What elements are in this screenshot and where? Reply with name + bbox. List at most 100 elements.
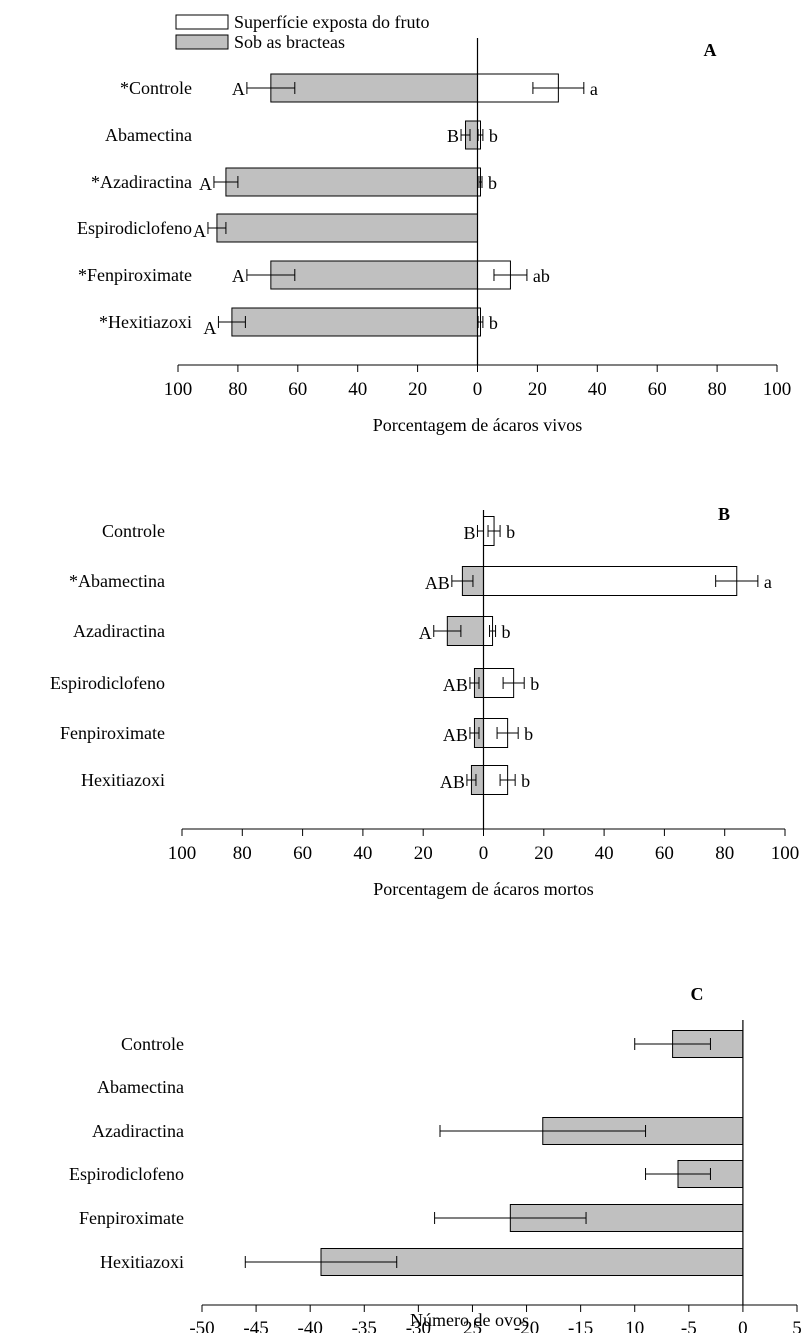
bar-under-bracts — [270, 260, 478, 290]
error-bar-under-bracts — [434, 1212, 587, 1224]
error-bar-fruit-surface — [532, 82, 585, 94]
significance-letter-fruit-surface: b — [530, 674, 539, 694]
legend-swatch-fruit-surface — [175, 14, 229, 30]
significance-letter-fruit-surface: b — [521, 771, 530, 791]
error-bar-fruit-surface — [493, 269, 528, 281]
significance-letter-fruit-surface: b — [524, 724, 533, 744]
category-label: *Azadiractina — [91, 172, 192, 192]
category-label: Controle — [102, 521, 165, 541]
significance-letter-fruit-surface: b — [488, 173, 497, 193]
error-bar-under-bracts — [466, 774, 477, 786]
x-tick-label: 5 — [792, 1318, 802, 1333]
category-label: *Abamectina — [69, 571, 165, 591]
error-bar-fruit-surface — [715, 575, 759, 587]
x-axis-title: Porcentagem de ácaros vivos — [373, 415, 582, 435]
significance-letter-fruit-surface: b — [489, 313, 498, 333]
panel-letter-b: B — [718, 504, 730, 524]
category-label: Azadiractina — [73, 621, 165, 641]
significance-letter-fruit-surface: b — [489, 126, 498, 146]
bar-under-bracts — [216, 213, 478, 243]
x-axis-title: Número de ovos — [410, 1310, 529, 1330]
error-bar-fruit-surface — [496, 727, 519, 739]
error-bar-under-bracts — [645, 1168, 711, 1180]
x-tick-label: 100 — [763, 379, 792, 400]
significance-letter-under-bracts: A — [232, 266, 245, 286]
error-bar-fruit-surface — [499, 774, 516, 786]
error-bar-under-bracts — [213, 176, 239, 188]
x-tick-label: 80 — [708, 379, 727, 400]
x-tick-label: 40 — [595, 843, 614, 864]
category-label: Abamectina — [105, 125, 192, 145]
error-bar-fruit-surface — [478, 176, 483, 188]
significance-letter-under-bracts: AB — [440, 772, 465, 792]
significance-letter-under-bracts: A — [199, 174, 212, 194]
x-tick-label: 20 — [408, 379, 427, 400]
x-tick-label: -35 — [352, 1318, 377, 1333]
error-bar-under-bracts — [460, 129, 471, 141]
panel-c: C Controle Abamectina Azadiractina Espirodic… — [69, 984, 802, 1333]
error-bar-under-bracts — [469, 727, 480, 739]
category-label: *Controle — [120, 78, 192, 98]
category-label: *Hexitiazoxi — [99, 312, 192, 332]
x-tick-label: 60 — [655, 843, 674, 864]
error-bar-fruit-surface — [489, 625, 497, 637]
x-tick-label: 60 — [648, 379, 667, 400]
x-tick-label: 20 — [534, 843, 553, 864]
category-label: Espirodiclofeno — [77, 218, 192, 238]
x-tick-label: 0 — [479, 843, 489, 864]
x-tick-label: 100 — [164, 379, 193, 400]
x-tick-label: 80 — [233, 843, 252, 864]
category-label: *Fenpiroximate — [78, 265, 192, 285]
x-tick-label: -50 — [189, 1318, 214, 1333]
error-bar-under-bracts — [451, 575, 474, 587]
x-tick-label: 0 — [473, 379, 483, 400]
category-label: Fenpiroximate — [60, 723, 165, 743]
category-label: Hexitiazoxi — [81, 770, 165, 790]
x-tick-label: 80 — [228, 379, 247, 400]
error-bar-under-bracts — [469, 677, 480, 689]
error-bar-under-bracts — [433, 625, 462, 637]
x-tick-label: -30 — [406, 1318, 431, 1333]
significance-letter-under-bracts: A — [419, 623, 432, 643]
bar-under-bracts — [270, 73, 478, 103]
legend-label-fruit-surface: Superfície exposta do fruto — [234, 12, 429, 32]
x-tick-label: -5 — [681, 1318, 697, 1333]
significance-letter-fruit-surface: ab — [533, 266, 550, 286]
x-tick-label: 80 — [715, 843, 734, 864]
x-tick-label: 100 — [168, 843, 197, 864]
x-tick-label: 0 — [738, 1318, 748, 1333]
error-bar-under-bracts — [217, 316, 246, 328]
x-tick-label: 10 — [625, 1318, 644, 1333]
category-label: Azadiractina — [92, 1121, 184, 1141]
error-bar-fruit-surface — [487, 525, 501, 537]
x-tick-label: 40 — [588, 379, 607, 400]
x-tick-label: 60 — [293, 843, 312, 864]
error-bar-under-bracts — [634, 1038, 711, 1050]
error-bar-under-bracts — [246, 269, 296, 281]
panel-letter-c: C — [691, 984, 704, 1004]
significance-letter-under-bracts: A — [232, 79, 245, 99]
bar-under-bracts — [225, 167, 478, 197]
significance-letter-fruit-surface: a — [590, 79, 598, 99]
x-tick-label: -20 — [514, 1318, 539, 1333]
legend-swatch-under-bracts — [175, 34, 229, 50]
category-label: Espirodiclofeno — [69, 1164, 184, 1184]
significance-letter-under-bracts: AB — [425, 573, 450, 593]
category-label: Abamectina — [97, 1077, 184, 1097]
category-label: Espirodiclofeno — [50, 673, 165, 693]
bar-fruit-surface — [483, 566, 738, 596]
x-tick-label: 60 — [288, 379, 307, 400]
error-bar-under-bracts — [246, 82, 296, 94]
significance-letter-fruit-surface: b — [506, 522, 515, 542]
category-label: Fenpiroximate — [79, 1208, 184, 1228]
x-axis-title: Porcentagem de ácaros mortos — [373, 879, 593, 899]
significance-letter-under-bracts: A — [203, 318, 216, 338]
significance-letter-fruit-surface: b — [502, 622, 511, 642]
significance-letter-under-bracts: AB — [443, 725, 468, 745]
category-label: Controle — [121, 1034, 184, 1054]
x-tick-label: 20 — [528, 379, 547, 400]
bar-under-bracts — [231, 307, 478, 337]
